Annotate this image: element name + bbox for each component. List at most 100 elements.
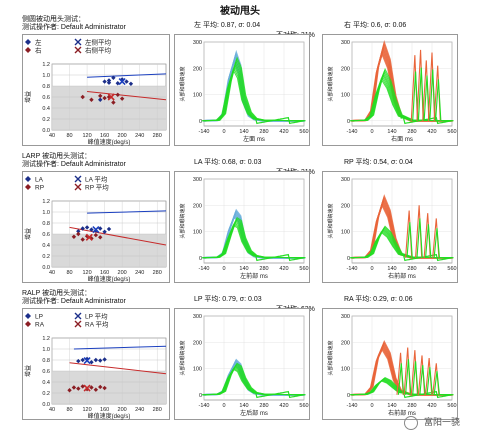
- saccade-eye-spike: [426, 367, 433, 395]
- y-tick-label: 200: [193, 66, 202, 72]
- mean-marker: [83, 356, 91, 365]
- y-tick-label: 300: [341, 314, 350, 320]
- saccade-eye-spike: [417, 67, 425, 121]
- mean-marker: [85, 233, 93, 241]
- data-point: [67, 388, 72, 393]
- legend-label: 右: [35, 46, 42, 55]
- saccade-eye-spike: [406, 222, 413, 258]
- mean-marker: [107, 93, 115, 101]
- x-tick-label: -140: [198, 403, 209, 409]
- x-tick-label: 40: [49, 407, 55, 413]
- x-axis-label: 右面 ms: [391, 135, 413, 143]
- eye-velocity-trace: [353, 67, 454, 122]
- data-point: [80, 94, 85, 100]
- saccade-eye-spike: [423, 75, 430, 121]
- legend-label: 右侧平均: [85, 46, 112, 55]
- saccade-eye-spike: [435, 79, 442, 121]
- data-point: [80, 384, 85, 389]
- x-tick-label: 280: [407, 403, 416, 409]
- x-axis-label: 左后部 ms: [240, 409, 268, 417]
- y-axis-label: 头部和眼睛速度: [179, 66, 186, 101]
- x-tick-label: 280: [407, 129, 416, 135]
- eye-velocity-trace: [400, 253, 453, 262]
- legend-label: RA: [35, 322, 45, 329]
- normal-range-band: [52, 371, 166, 404]
- plot-area: [203, 178, 305, 264]
- x-tick-label: 560: [299, 403, 308, 409]
- data-point: [71, 385, 77, 390]
- x-tick-label: -140: [346, 266, 357, 272]
- right-gain-summary: RP 平均: 0.54, σ: 0.04: [344, 159, 413, 166]
- data-point: [98, 97, 103, 102]
- left-gain-summary: 左 平均: 0.87, σ: 0.04: [194, 22, 261, 29]
- y-tick-label: 300: [193, 314, 202, 320]
- x-tick-label: 280: [259, 129, 268, 135]
- x-tick-label: 280: [153, 407, 162, 413]
- x-tick-label: 140: [239, 129, 248, 135]
- y-axis-label: 头部和眼睛速度: [327, 66, 334, 101]
- y-tick-label: 0.6: [42, 95, 50, 101]
- legend-marker-cross: [74, 312, 82, 320]
- legend-label: 左侧平均: [85, 38, 112, 47]
- x-tick-label: -140: [198, 266, 209, 272]
- data-point: [89, 97, 94, 102]
- normative-line: [87, 210, 167, 214]
- page-title: 被动甩头: [220, 6, 260, 17]
- y-tick-label: 100: [193, 230, 202, 236]
- y-axis-label: 增益: [24, 228, 32, 240]
- x-tick-label: 560: [447, 266, 456, 272]
- test-title: RALP 被动甩头测试：: [22, 290, 92, 297]
- y-tick-label: 0: [347, 393, 350, 399]
- legend-marker-cross: [74, 320, 82, 328]
- legend-label: LP 平均: [85, 312, 108, 321]
- eye-velocity-trace: [205, 362, 306, 396]
- x-tick-label: 120: [82, 133, 91, 139]
- mean-marker: [83, 384, 91, 392]
- eye-velocity-trace: [353, 376, 454, 396]
- x-tick-label: 80: [66, 270, 72, 276]
- test-row: RALP 被动甩头测试： 测试操作者: Default Administrator…: [22, 288, 462, 422]
- plot-area: [203, 41, 305, 127]
- operator-label: 测试操作者: Default Administrator: [22, 298, 126, 305]
- eye-velocity-trace: [252, 253, 305, 262]
- legend-marker-diamond: [25, 321, 31, 327]
- data-point: [80, 357, 85, 363]
- data-point: [76, 386, 81, 391]
- x-tick-label: 0: [370, 266, 373, 272]
- x-tick-label: 140: [387, 266, 396, 272]
- x-tick-label: 280: [153, 270, 162, 276]
- x-tick-label: 280: [407, 266, 416, 272]
- x-tick-label: 200: [118, 270, 127, 276]
- data-point: [93, 357, 99, 363]
- y-tick-label: 100: [341, 93, 350, 99]
- x-tick-label: 420: [427, 129, 436, 135]
- x-axis-label: 左面 ms: [243, 135, 265, 143]
- y-tick-label: 300: [341, 177, 350, 183]
- eye-velocity-trace: [205, 216, 306, 259]
- eye-velocity-trace: [400, 116, 453, 125]
- x-tick-label: 160: [100, 133, 109, 139]
- y-tick-label: 1.0: [42, 73, 50, 79]
- data-point: [124, 79, 129, 84]
- mean-marker: [118, 78, 126, 86]
- x-tick-label: 560: [299, 129, 308, 135]
- x-axis-label: 峰值速度(deg/s): [88, 412, 131, 420]
- saccade-eye-spike: [419, 365, 426, 395]
- y-tick-label: 0.6: [42, 232, 50, 238]
- x-tick-label: 80: [66, 407, 72, 413]
- legend-label: RP: [35, 185, 44, 192]
- data-point: [111, 75, 116, 80]
- legend-label: RA 平均: [85, 320, 109, 329]
- y-axis-label: 头部和眼睛速度: [179, 203, 186, 238]
- x-axis-label: 左前部 ms: [240, 272, 268, 280]
- data-point: [115, 92, 120, 97]
- y-tick-label: 0.8: [42, 358, 50, 364]
- x-tick-label: 560: [447, 403, 456, 409]
